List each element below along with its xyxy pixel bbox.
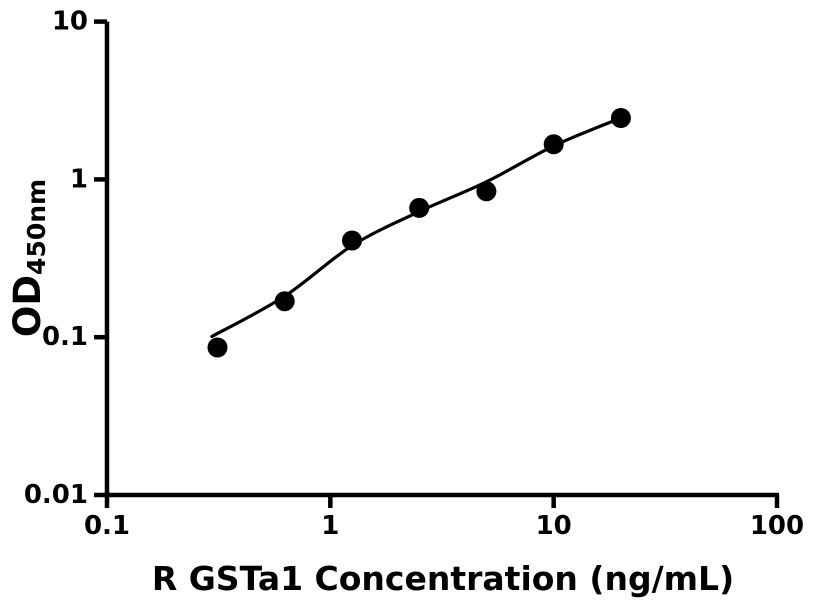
data-point xyxy=(207,337,228,358)
y-tick-label: 0.01 xyxy=(24,480,88,510)
x-tick-label: 10 xyxy=(536,511,572,541)
data-point xyxy=(409,197,430,218)
data-point xyxy=(274,291,295,312)
axis-spine xyxy=(104,21,779,498)
y-tick-label: 0.1 xyxy=(42,322,88,352)
x-tick-label: 100 xyxy=(750,511,804,541)
x-tick-label: 0.1 xyxy=(84,511,130,541)
y-axis-title-sub: 450nm xyxy=(22,179,51,275)
data-point xyxy=(342,230,362,251)
x-tick-label: 1 xyxy=(321,511,339,541)
y-tick-label: 1 xyxy=(70,164,88,194)
data-point xyxy=(610,108,631,128)
y-axis-title: OD450nm xyxy=(6,179,51,337)
y-tick-label: 10 xyxy=(52,7,88,37)
y-axis-title-main: OD xyxy=(6,275,49,337)
data-point xyxy=(543,134,564,155)
plot-layer xyxy=(207,108,631,358)
x-axis-title: R GSTa1 Concentration (ng/mL) xyxy=(152,559,734,598)
data-point xyxy=(476,181,497,202)
